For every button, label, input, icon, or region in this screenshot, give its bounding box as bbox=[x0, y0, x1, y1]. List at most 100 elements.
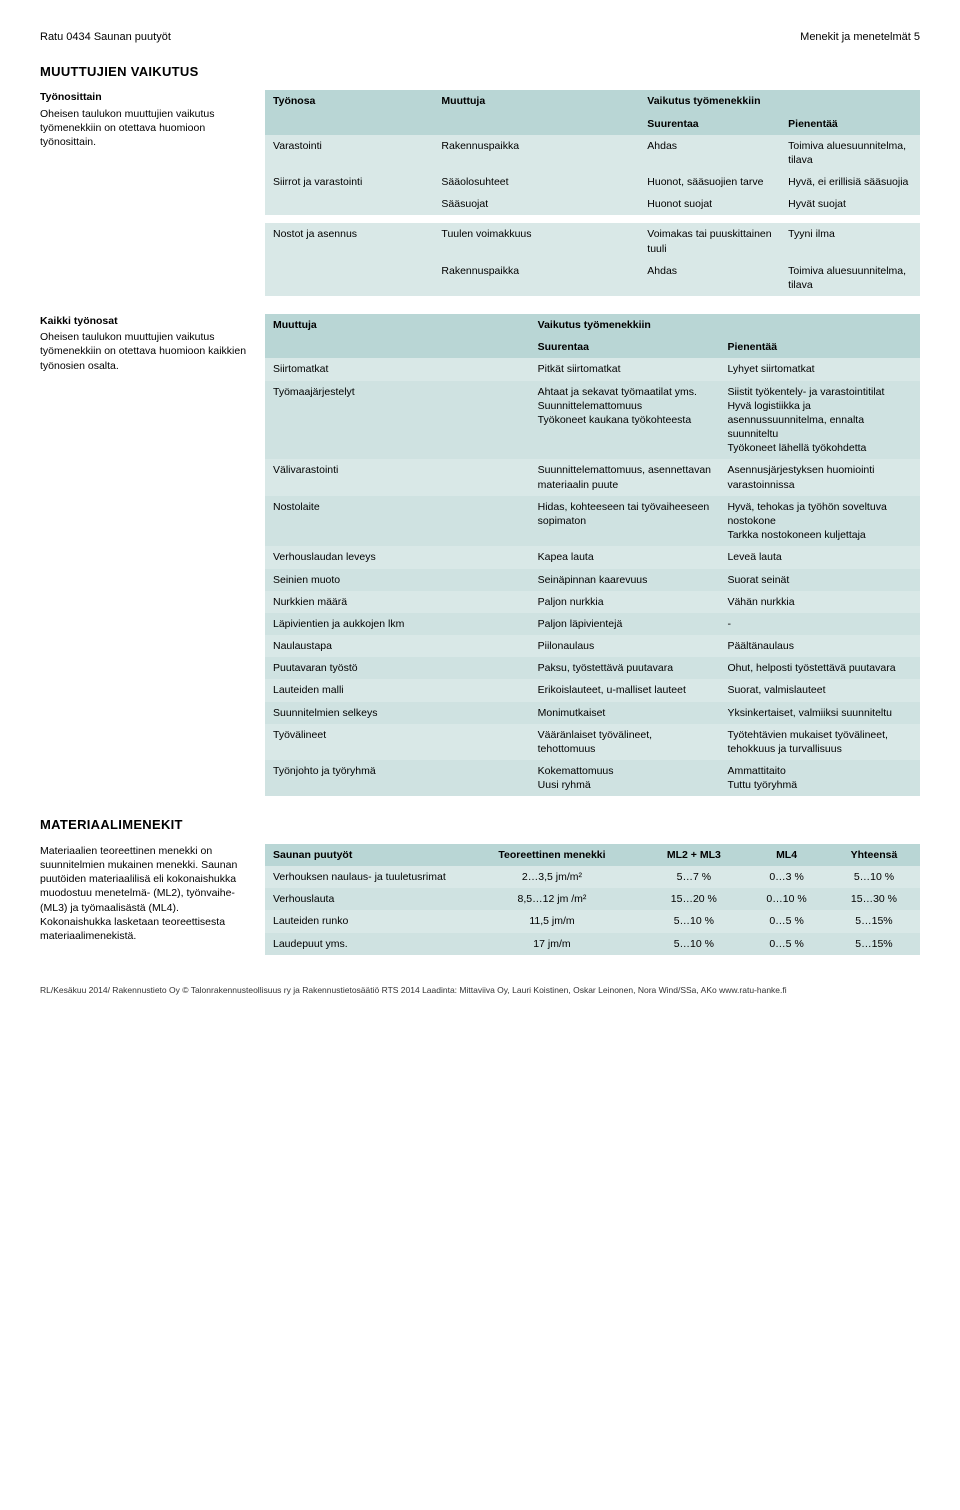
cell: Huonot, sääsuojien tarve bbox=[639, 171, 780, 193]
cell: Pitkät siirtomatkat bbox=[530, 358, 720, 380]
table-row: RakennuspaikkaAhdasToimiva aluesuunnitel… bbox=[265, 260, 920, 296]
cell: Yksinkertaiset, valmiiksi suunniteltu bbox=[719, 702, 920, 724]
table1: Työnosa Muuttuja Vaikutus työmenekkiin S… bbox=[265, 90, 920, 296]
section1-row: Työnosittain Oheisen taulukon muuttujien… bbox=[40, 90, 920, 296]
cell: Sääolosuhteet bbox=[433, 171, 639, 193]
cell: Siirtomatkat bbox=[265, 358, 530, 380]
cell: 5…15% bbox=[828, 910, 920, 932]
th: ML4 bbox=[745, 844, 828, 866]
cell: Paljon nurkkia bbox=[530, 591, 720, 613]
page-header: Ratu 0434 Saunan puutyöt Menekit ja mene… bbox=[40, 30, 920, 45]
cell: 5…10 % bbox=[828, 866, 920, 888]
section1-title: MUUTTUJIEN VAIKUTUS bbox=[40, 63, 920, 81]
cell: 15…20 % bbox=[642, 888, 745, 910]
th: Suurentaa bbox=[530, 336, 720, 358]
cell: Suorat seinät bbox=[719, 569, 920, 591]
th: Työnosa bbox=[265, 90, 433, 112]
table-row: Nurkkien määräPaljon nurkkiaVähän nurkki… bbox=[265, 591, 920, 613]
cell: Nostot ja asennus bbox=[265, 223, 433, 259]
cell: Välivarastointi bbox=[265, 459, 530, 495]
th: Pienentää bbox=[719, 336, 920, 358]
cell: 11,5 jm/m bbox=[462, 910, 643, 932]
th: ML2 + ML3 bbox=[642, 844, 745, 866]
cell: Ahdas bbox=[639, 135, 780, 171]
table-row: Muuttuja Vaikutus työmenekkiin bbox=[265, 314, 920, 336]
table-row: Suurentaa Pienentää bbox=[265, 113, 920, 135]
cell: Lauteiden malli bbox=[265, 679, 530, 701]
cell: Suunnittelemattomuus, asennettavan mater… bbox=[530, 459, 720, 495]
cell: Leveä lauta bbox=[719, 546, 920, 568]
section1-table-wrap: Työnosa Muuttuja Vaikutus työmenekkiin S… bbox=[265, 90, 920, 296]
section1-left: Työnosittain Oheisen taulukon muuttujien… bbox=[40, 90, 265, 296]
cell bbox=[265, 193, 433, 215]
table-row: Työnosa Muuttuja Vaikutus työmenekkiin bbox=[265, 90, 920, 112]
cell: 8,5…12 jm /m² bbox=[462, 888, 643, 910]
table-row: Lauteiden runko11,5 jm/m5…10 %0…5 %5…15% bbox=[265, 910, 920, 932]
cell: Siirrot ja varastointi bbox=[265, 171, 433, 193]
table-row: TyövälineetVääränlaiset työvälineet, teh… bbox=[265, 724, 920, 760]
cell: Ahdas bbox=[639, 260, 780, 296]
cell: Naulaustapa bbox=[265, 635, 530, 657]
th: Muuttuja bbox=[433, 90, 639, 112]
table-row: Verhouslaudan leveysKapea lautaLeveä lau… bbox=[265, 546, 920, 568]
cell: Nurkkien määrä bbox=[265, 591, 530, 613]
table-row: Suurentaa Pienentää bbox=[265, 336, 920, 358]
section3-text: Materiaalien teoreettinen menekki on suu… bbox=[40, 844, 250, 943]
cell: Kapea lauta bbox=[530, 546, 720, 568]
section3-left: Materiaalien teoreettinen menekki on suu… bbox=[40, 844, 265, 955]
section3-title: MATERIAALIMENEKIT bbox=[40, 816, 920, 834]
cell: Työnjohto ja työryhmä bbox=[265, 760, 530, 796]
section2-text: Oheisen taulukon muuttujien vaikutus työ… bbox=[40, 330, 250, 373]
cell: Laudepuut yms. bbox=[265, 933, 462, 955]
cell: Suorat, valmislauteet bbox=[719, 679, 920, 701]
th: Pienentää bbox=[780, 113, 920, 135]
cell: Hyvät suojat bbox=[780, 193, 920, 215]
cell: Monimutkaiset bbox=[530, 702, 720, 724]
table-row: Laudepuut yms.17 jm/m5…10 %0…5 %5…15% bbox=[265, 933, 920, 955]
cell: KokemattomuusUusi ryhmä bbox=[530, 760, 720, 796]
cell: Tyyni ilma bbox=[780, 223, 920, 259]
cell: 5…10 % bbox=[642, 910, 745, 932]
footer: RL/Kesäkuu 2014/ Rakennustieto Oy © Talo… bbox=[40, 985, 920, 996]
section2-left: Kaikki työnosat Oheisen taulukon muuttuj… bbox=[40, 314, 265, 796]
cell: Rakennuspaikka bbox=[433, 260, 639, 296]
cell: 5…7 % bbox=[642, 866, 745, 888]
th bbox=[265, 113, 433, 135]
th: Vaikutus työmenekkiin bbox=[530, 314, 920, 336]
table-row: VarastointiRakennuspaikkaAhdasToimiva al… bbox=[265, 135, 920, 171]
cell: Sääsuojat bbox=[433, 193, 639, 215]
cell: Tuulen voimakkuus bbox=[433, 223, 639, 259]
table-row: Lauteiden malliErikoislauteet, u-mallise… bbox=[265, 679, 920, 701]
section2-row: Kaikki työnosat Oheisen taulukon muuttuj… bbox=[40, 314, 920, 796]
cell: - bbox=[719, 613, 920, 635]
cell: Toimiva aluesuunnitelma, tilava bbox=[780, 260, 920, 296]
cell: Hidas, kohteeseen tai työvaiheeseen sopi… bbox=[530, 496, 720, 547]
cell: Verhouksen naulaus- ja tuuletusrimat bbox=[265, 866, 462, 888]
cell: 0…5 % bbox=[745, 910, 828, 932]
table-row: Työnjohto ja työryhmäKokemattomuusUusi r… bbox=[265, 760, 920, 796]
cell: Hyvä, tehokas ja työhön soveltuva nostok… bbox=[719, 496, 920, 547]
table-row: Läpivientien ja aukkojen lkmPaljon läpiv… bbox=[265, 613, 920, 635]
cell: 17 jm/m bbox=[462, 933, 643, 955]
cell: Ohut, helposti työstettävä puutavara bbox=[719, 657, 920, 679]
th bbox=[265, 336, 530, 358]
table-row: Puutavaran työstöPaksu, työstettävä puut… bbox=[265, 657, 920, 679]
cell: Erikoislauteet, u-malliset lauteet bbox=[530, 679, 720, 701]
table-row: Saunan puutyöt Teoreettinen menekki ML2 … bbox=[265, 844, 920, 866]
cell: Verhouslaudan leveys bbox=[265, 546, 530, 568]
cell: 0…3 % bbox=[745, 866, 828, 888]
th: Yhteensä bbox=[828, 844, 920, 866]
table-row: Nostot ja asennusTuulen voimakkuusVoimak… bbox=[265, 223, 920, 259]
table-row: NaulaustapaPiilonaulausPäältänaulaus bbox=[265, 635, 920, 657]
header-right: Menekit ja menetelmät 5 bbox=[800, 30, 920, 45]
table-row: Verhouksen naulaus- ja tuuletusrimat2…3,… bbox=[265, 866, 920, 888]
section1-subtitle: Työnosittain bbox=[40, 90, 250, 104]
cell: 2…3,5 jm/m² bbox=[462, 866, 643, 888]
th: Saunan puutyöt bbox=[265, 844, 462, 866]
table-row: Siirrot ja varastointiSääolosuhteetHuono… bbox=[265, 171, 920, 193]
cell: Asennusjärjestyksen huomiointi varastoin… bbox=[719, 459, 920, 495]
cell: Nostolaite bbox=[265, 496, 530, 547]
cell: Rakennuspaikka bbox=[433, 135, 639, 171]
table-row: SiirtomatkatPitkät siirtomatkatLyhyet si… bbox=[265, 358, 920, 380]
section2-subtitle: Kaikki työnosat bbox=[40, 314, 250, 328]
